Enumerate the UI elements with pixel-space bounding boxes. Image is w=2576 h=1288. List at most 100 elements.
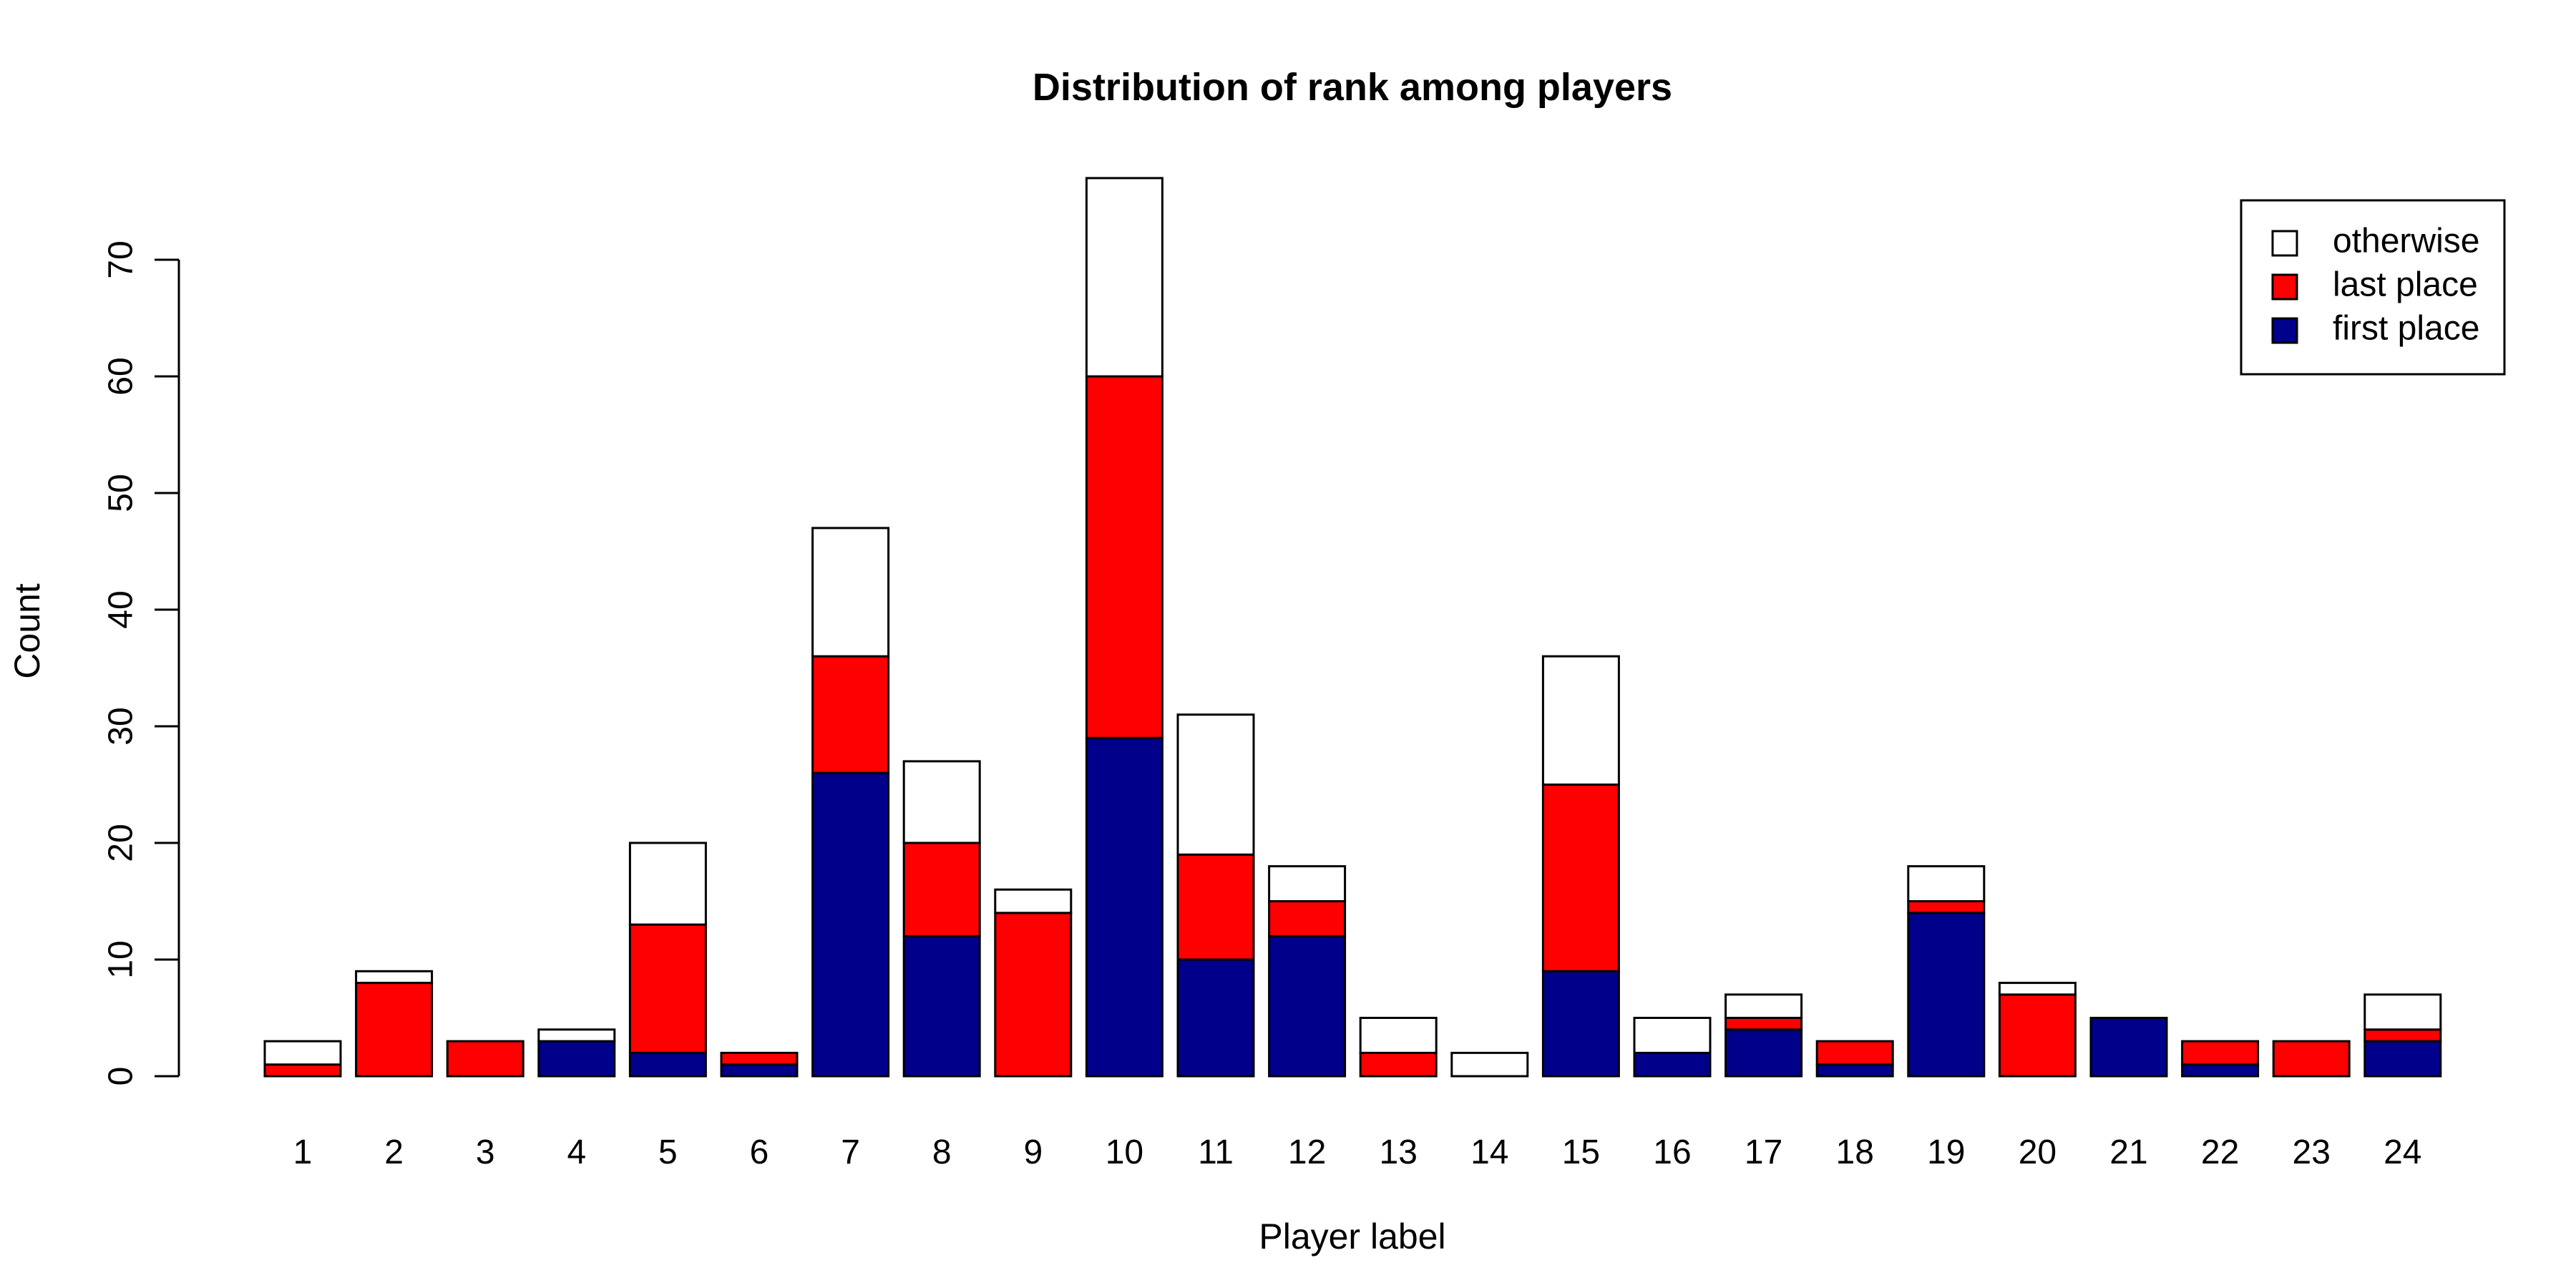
legend-swatch	[2271, 273, 2298, 301]
bar-last-place-player-17	[1724, 1017, 1803, 1031]
bar-first-place-player-11	[1176, 958, 1255, 1078]
bar-last-place-player-9	[994, 912, 1073, 1078]
bar-otherwise-player-5	[628, 841, 707, 926]
bar-first-place-player-16	[1633, 1051, 1712, 1078]
bar-last-place-player-24	[2363, 1028, 2442, 1043]
bar-first-place-player-24	[2363, 1040, 2442, 1078]
bar-otherwise-player-19	[1907, 865, 1986, 902]
x-tick-label: 3	[476, 1133, 495, 1171]
y-axis: 0 10 20 30 40 50 60 70	[102, 240, 180, 1086]
bar-last-place-player-11	[1176, 853, 1255, 961]
x-tick-label: 21	[2109, 1133, 2147, 1171]
x-tick-label: 20	[2019, 1133, 2057, 1171]
bar-last-place-player-7	[811, 655, 890, 774]
bar-first-place-player-10	[1085, 736, 1163, 1078]
x-axis-label: Player label	[1259, 1216, 1445, 1257]
legend-label: last place	[2333, 266, 2478, 304]
bar-first-place-player-15	[1541, 970, 1620, 1078]
bar-first-place-player-4	[537, 1040, 616, 1078]
bar-otherwise-player-16	[1633, 1017, 1712, 1054]
x-tick-label: 8	[932, 1133, 952, 1171]
bar-first-place-player-18	[1815, 1063, 1894, 1078]
bar-first-place-player-17	[1724, 1028, 1803, 1078]
x-tick-label: 13	[1380, 1133, 1418, 1171]
legend-swatch	[2271, 230, 2298, 257]
bar-last-place-player-13	[1359, 1051, 1438, 1078]
y-tick-label: 60	[102, 357, 140, 395]
legend-swatch	[2271, 317, 2298, 344]
x-tick-label: 7	[841, 1133, 860, 1171]
y-tick-label: 40	[102, 590, 140, 628]
x-tick-label: 11	[1198, 1133, 1234, 1171]
y-tick-label: 0	[102, 1067, 140, 1086]
bar-otherwise-player-8	[902, 760, 981, 844]
bar-last-place-player-12	[1268, 900, 1347, 937]
bar-last-place-player-10	[1085, 375, 1163, 739]
bar-otherwise-player-4	[537, 1028, 616, 1043]
bar-last-place-player-15	[1541, 784, 1620, 972]
x-tick-label: 16	[1653, 1133, 1691, 1171]
x-tick-label: 2	[384, 1133, 404, 1171]
bar-first-place-player-5	[628, 1051, 707, 1078]
bar-last-place-player-6	[720, 1051, 799, 1066]
x-tick-label: 24	[2384, 1133, 2421, 1171]
x-tick-label: 4	[567, 1133, 586, 1171]
bar-otherwise-player-7	[811, 527, 890, 658]
y-tick-label: 30	[102, 707, 140, 745]
bar-otherwise-player-15	[1541, 655, 1620, 786]
y-tick-label: 50	[102, 474, 140, 512]
x-tick-label: 23	[2293, 1133, 2331, 1171]
y-tick-label: 70	[102, 240, 140, 278]
bar-last-place-player-3	[446, 1040, 525, 1078]
chart-title: Distribution of rank among players	[1033, 66, 1672, 109]
x-tick-label: 5	[658, 1133, 678, 1171]
bar-first-place-player-21	[2089, 1017, 2168, 1078]
x-tick-label: 10	[1106, 1133, 1143, 1171]
y-tick-label: 10	[102, 940, 140, 978]
x-tick-label: 17	[1745, 1133, 1782, 1171]
y-tick-label: 20	[102, 824, 140, 862]
bar-otherwise-player-11	[1176, 713, 1255, 856]
bar-otherwise-player-12	[1268, 865, 1347, 902]
x-tick-label: 14	[1470, 1133, 1508, 1171]
x-tick-label: 22	[2201, 1133, 2239, 1171]
x-tick-label: 6	[750, 1133, 769, 1171]
bar-first-place-player-7	[811, 771, 890, 1078]
bar-last-place-player-19	[1907, 900, 1986, 914]
bar-first-place-player-22	[2181, 1063, 2260, 1078]
x-tick-label: 15	[1562, 1133, 1600, 1171]
legend-label: first place	[2333, 310, 2479, 348]
x-tick-label: 1	[293, 1133, 313, 1171]
bar-otherwise-player-13	[1359, 1017, 1438, 1054]
x-tick-label: 19	[1927, 1133, 1965, 1171]
bar-first-place-player-12	[1268, 935, 1347, 1078]
bar-last-place-player-1	[263, 1063, 342, 1078]
bar-first-place-player-8	[902, 935, 981, 1078]
x-tick-label: 9	[1023, 1133, 1043, 1171]
bar-otherwise-player-9	[994, 888, 1073, 914]
bar-otherwise-player-2	[355, 970, 434, 985]
bar-first-place-player-19	[1907, 912, 1986, 1078]
bar-last-place-player-5	[628, 923, 707, 1054]
bar-otherwise-player-1	[263, 1040, 342, 1066]
bar-otherwise-player-20	[1998, 982, 2077, 996]
bar-last-place-player-8	[902, 841, 981, 937]
bar-otherwise-player-14	[1450, 1051, 1529, 1078]
bar-otherwise-player-24	[2363, 993, 2442, 1031]
bar-otherwise-player-10	[1085, 177, 1163, 378]
bar-last-place-player-2	[355, 982, 434, 1078]
bar-first-place-player-6	[720, 1063, 799, 1078]
bar-last-place-player-18	[1815, 1040, 1894, 1066]
bar-otherwise-player-17	[1724, 993, 1803, 1020]
bar-last-place-player-22	[2181, 1040, 2260, 1066]
bar-last-place-player-23	[2272, 1040, 2351, 1078]
bars-group	[263, 177, 2442, 1078]
bar-last-place-player-20	[1998, 993, 2077, 1078]
legend: otherwise last place first place	[2240, 199, 2506, 376]
x-tick-labels: 1 2 3 4 5 6 7 8 9 10 11 12 13 14 15 16 17 18 19 20 21 22 23 24	[293, 1133, 2422, 1171]
x-tick-label: 12	[1288, 1133, 1326, 1171]
y-axis-label: Count	[7, 583, 47, 679]
legend-label: otherwise	[2333, 223, 2479, 260]
